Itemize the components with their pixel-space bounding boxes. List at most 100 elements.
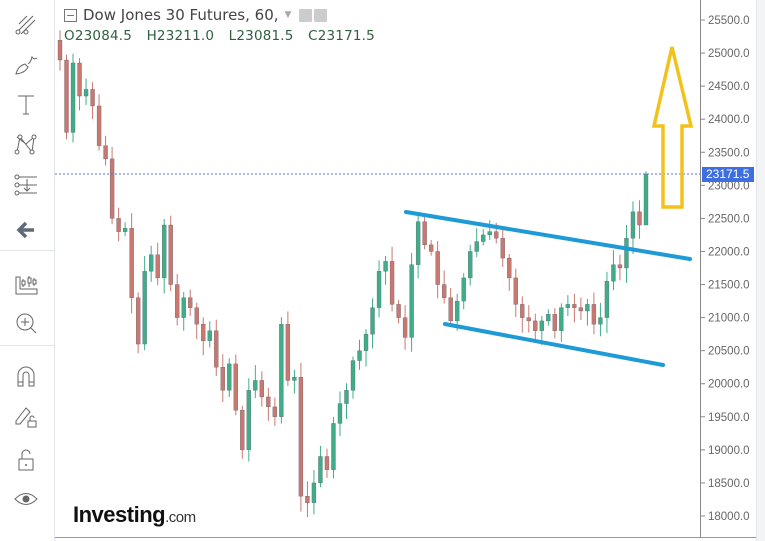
y-tick-label: 25000.0 <box>708 48 750 60</box>
tool-pencil-lock[interactable] <box>8 402 44 432</box>
candle-body <box>422 221 427 246</box>
tool-pattern[interactable] <box>8 130 44 160</box>
candle-body <box>122 228 128 232</box>
tool-candles-ruler[interactable] <box>8 270 44 300</box>
candle-body <box>617 264 623 269</box>
candle-body <box>292 376 297 381</box>
tool-eye[interactable] <box>8 484 44 514</box>
candle-body <box>272 406 278 417</box>
candle-body <box>546 314 551 322</box>
candle-body <box>324 456 330 470</box>
candle-body <box>591 304 597 325</box>
text-icon <box>18 95 34 115</box>
candle-body <box>383 261 388 272</box>
zoom-in-icon <box>16 313 37 334</box>
lower-channel-line[interactable] <box>443 322 665 367</box>
candle-body <box>311 482 317 503</box>
ohlc-values: O23084.5 H23211.0 L23081.5 C23171.5 <box>64 28 385 44</box>
candle-body <box>455 300 460 322</box>
right-panel-edge[interactable] <box>756 0 765 541</box>
symbol-title[interactable]: Dow Jones 30 Futures, 60, <box>83 6 279 24</box>
candle-body <box>474 241 479 252</box>
candle-body <box>181 297 186 318</box>
candle-body <box>162 224 167 279</box>
candle-body <box>520 304 525 318</box>
close-value: C23171.5 <box>308 28 375 44</box>
last-price-label: 23171.5 <box>702 166 754 182</box>
candle-body <box>194 307 199 325</box>
candle-body <box>175 284 180 318</box>
candle-body <box>598 317 603 325</box>
candle-body <box>266 396 271 408</box>
chevron-down-icon[interactable]: ▼ <box>284 10 292 20</box>
candle-body <box>604 281 610 318</box>
candle-body <box>337 403 343 424</box>
candle-body <box>572 304 577 308</box>
eye-icon <box>14 493 38 505</box>
candle-body <box>409 264 414 338</box>
tool-unlock[interactable] <box>8 444 44 474</box>
candle-body <box>357 350 362 361</box>
tool-trend-line[interactable] <box>8 10 44 40</box>
pencil-lock-icon <box>15 407 37 428</box>
logo-brand: Investing <box>73 502 166 527</box>
candle-body <box>389 261 395 305</box>
candle-body <box>370 307 375 335</box>
tool-arrow-left[interactable] <box>8 215 44 245</box>
investing-logo: Investing.com <box>73 502 196 528</box>
candle-body <box>559 307 564 331</box>
candle-body <box>526 317 531 322</box>
candle-body <box>415 221 421 265</box>
candle-body <box>402 317 408 338</box>
annotations[interactable] <box>404 46 694 367</box>
candle-body <box>103 145 108 160</box>
breakout-arrow[interactable] <box>651 46 694 209</box>
candle-body <box>285 324 291 381</box>
y-tick-label: 21000.0 <box>708 313 750 325</box>
candle-body <box>350 360 356 391</box>
candle-body <box>90 89 95 107</box>
candle-body <box>513 277 518 305</box>
y-tick-label: 18500.0 <box>708 478 750 490</box>
tool-text[interactable] <box>8 90 44 120</box>
upper-channel-line[interactable] <box>404 210 692 261</box>
candle-body <box>539 320 544 331</box>
y-tick-label: 20000.0 <box>708 379 750 391</box>
candle-body <box>585 304 590 312</box>
visibility-icon[interactable] <box>299 8 313 22</box>
tool-magnet[interactable] <box>8 362 44 392</box>
settings-gear-icon[interactable] <box>314 8 328 22</box>
candle-body <box>442 284 447 298</box>
candle-body <box>298 376 304 497</box>
candle-body <box>168 224 173 285</box>
drawing-toolbar <box>0 0 55 541</box>
toolbar-divider <box>0 345 54 346</box>
y-tick-label: 24000.0 <box>708 114 750 126</box>
candle-body <box>578 307 584 312</box>
candle-body <box>428 244 434 252</box>
candle-body <box>129 228 134 298</box>
candle-body <box>116 218 121 232</box>
price-axis[interactable]: 25500.0 25000.0 24500.0 24000.0 23500.0 23000… <box>700 15 750 523</box>
candle-body <box>396 304 401 318</box>
tool-prediction-measure[interactable] <box>8 170 44 200</box>
y-tick-label: 20500.0 <box>708 346 750 358</box>
candle-body <box>83 89 89 97</box>
candle-body <box>64 59 69 133</box>
candle-body <box>630 211 636 239</box>
candle-body <box>220 367 225 391</box>
tool-brush[interactable] <box>8 50 44 80</box>
pattern-icon <box>14 134 37 155</box>
candle-body <box>507 257 512 279</box>
candle-body <box>637 211 642 226</box>
tool-zoom-in[interactable] <box>8 308 44 338</box>
candle-body <box>643 173 649 226</box>
y-tick-label: 22500.0 <box>708 213 750 225</box>
collapse-legend-icon[interactable] <box>64 8 77 22</box>
candle-body <box>77 62 82 97</box>
candle-body <box>552 314 557 331</box>
y-tick-label: 18000.0 <box>708 511 750 523</box>
candle-body <box>135 297 141 345</box>
candles-ruler-icon <box>15 276 38 295</box>
